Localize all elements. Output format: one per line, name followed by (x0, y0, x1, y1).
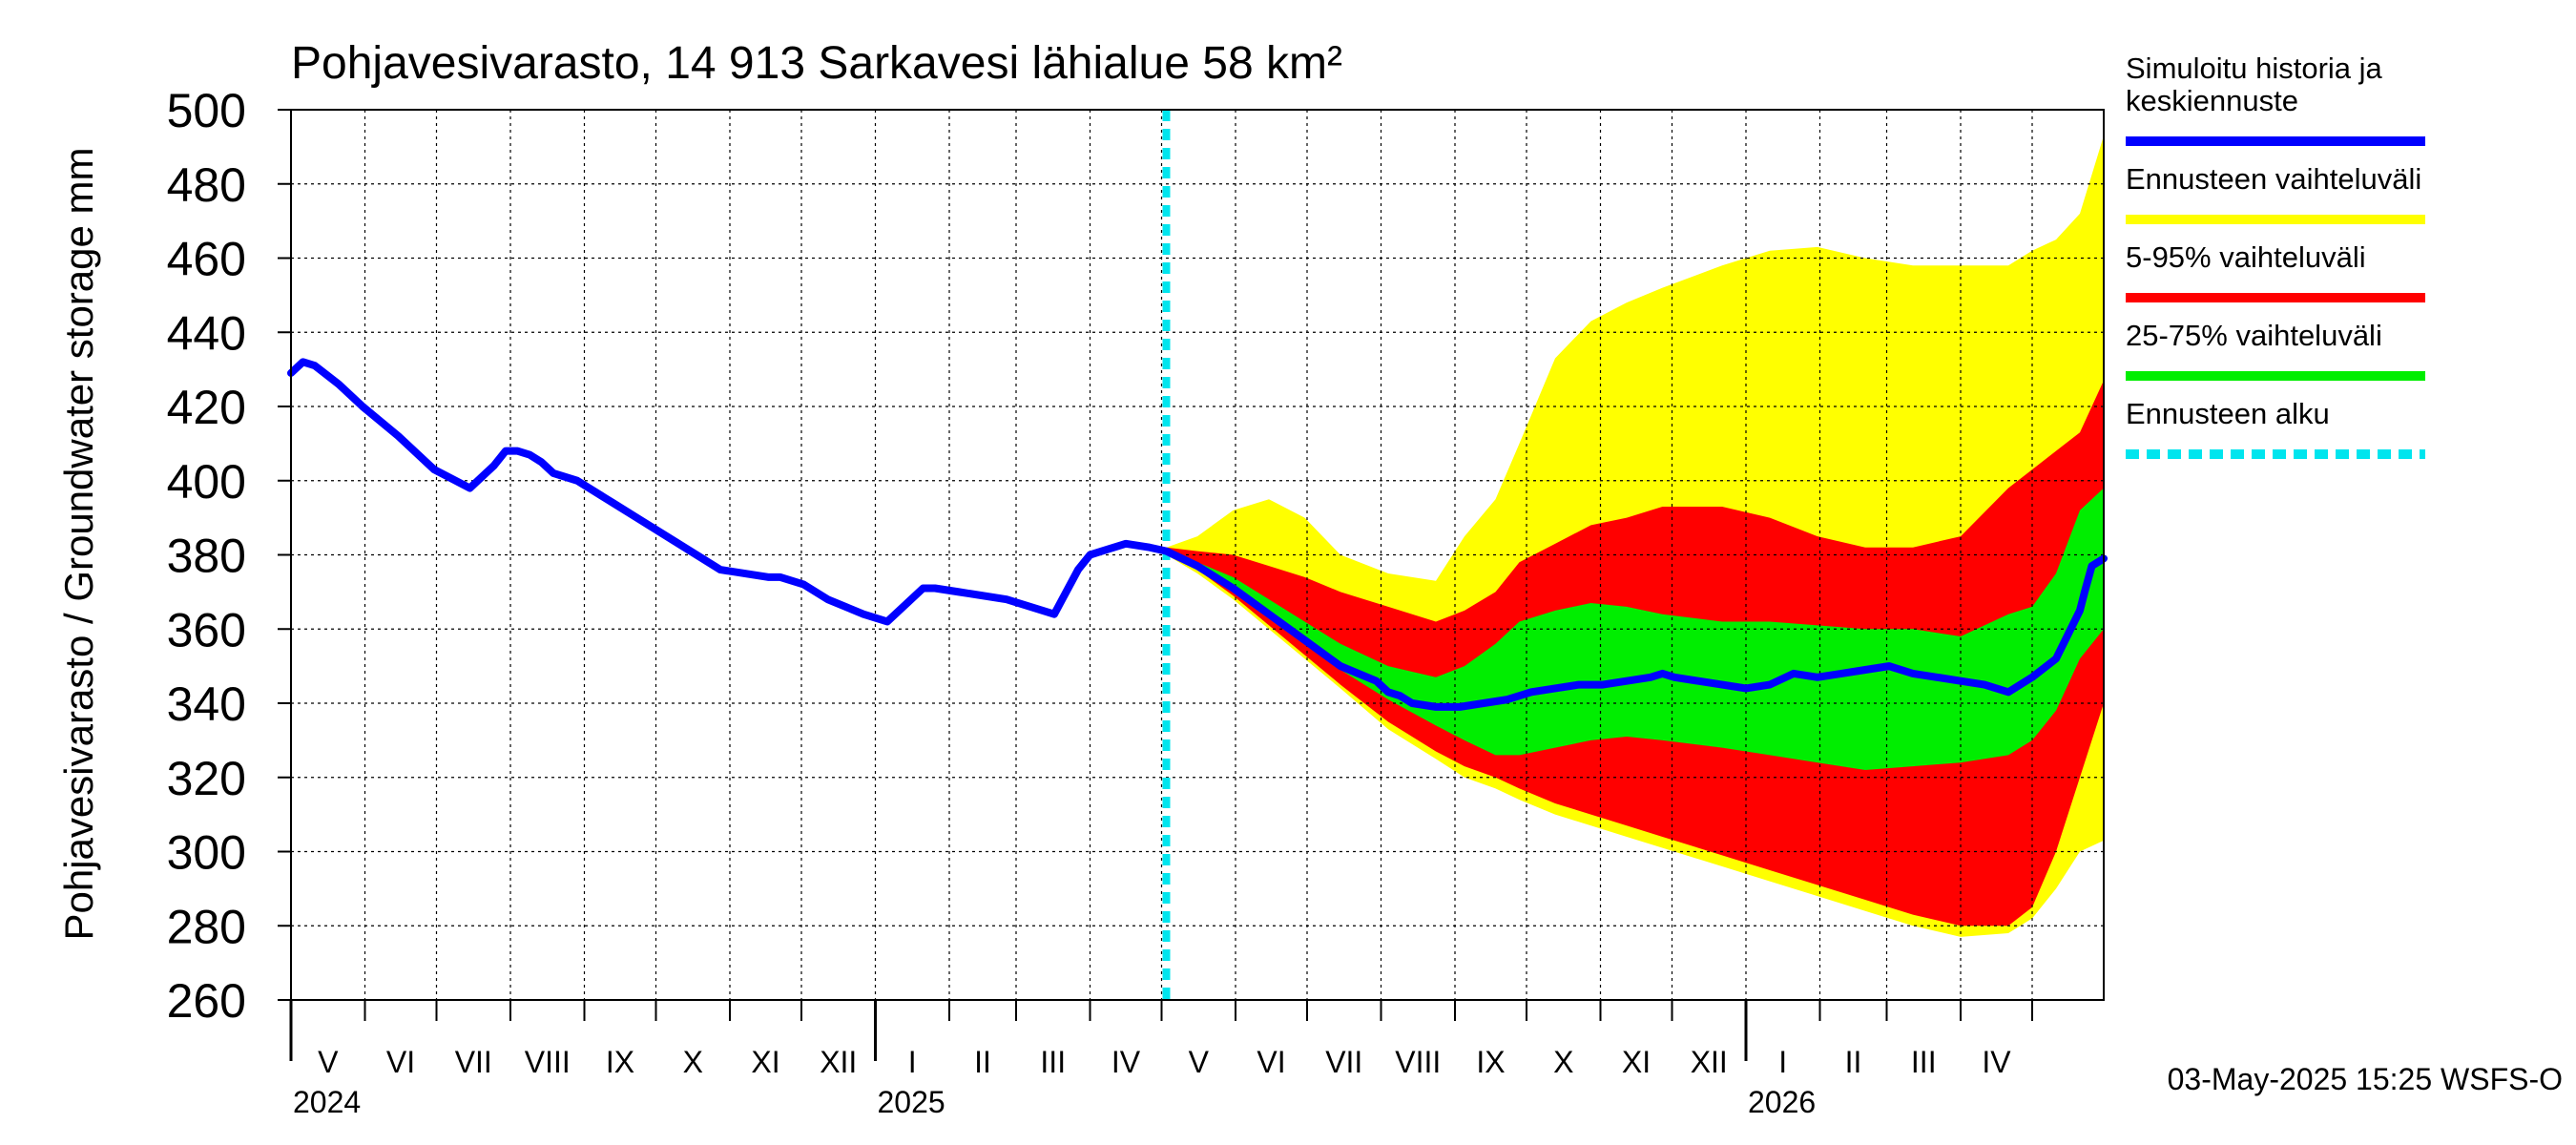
y-axis: 260 280 300 320 340 360 380 400 420 440 460 480 500 (167, 84, 291, 1028)
month-label-15: VIII (1395, 1045, 1441, 1079)
y-tick-label-2: 300 (167, 826, 246, 880)
month-label-3: VIII (525, 1045, 571, 1079)
legend-label-4-0: Ennusteen alku (2126, 397, 2330, 430)
month-label-1: VI (386, 1045, 415, 1079)
month-label-23: IV (1982, 1045, 2011, 1079)
y-tick-label-6: 380 (167, 530, 246, 583)
month-label-11: IV (1111, 1045, 1141, 1079)
month-label-18: XI (1622, 1045, 1651, 1079)
legend-label-0-1: keskiennuste (2126, 84, 2298, 117)
y-tick-label-11: 480 (167, 158, 246, 212)
x-axis: V VI VII VIII IX X XI XII I II III IV V VI VII VIII IX X X… (289, 1000, 2033, 1119)
y-tick-label-4: 340 (167, 677, 246, 731)
legend-label-3-0: 25-75% vaihteluväli (2126, 319, 2382, 352)
month-label-22: III (1911, 1045, 1937, 1079)
legend-label-2-0: 5-95% vaihteluväli (2126, 240, 2366, 274)
y-tick-label-10: 460 (167, 233, 246, 286)
y-tick-label-0: 260 (167, 974, 246, 1028)
year-label-2: 2026 (1748, 1085, 1816, 1119)
month-label-14: VII (1325, 1045, 1362, 1079)
year-label-1: 2025 (878, 1085, 945, 1119)
month-label-17: X (1553, 1045, 1573, 1079)
month-label-7: XII (820, 1045, 857, 1079)
chart-title: Pohjavesivarasto, 14 913 Sarkavesi lähia… (291, 38, 1342, 89)
month-label-6: XI (751, 1045, 779, 1079)
month-label-8: I (908, 1045, 917, 1079)
y-tick-label-3: 320 (167, 752, 246, 805)
y-tick-label-9: 440 (167, 306, 246, 360)
month-label-12: V (1189, 1045, 1210, 1079)
month-label-16: IX (1476, 1045, 1505, 1079)
year-label-0: 2024 (293, 1085, 361, 1119)
grid-lines (291, 110, 2104, 1000)
month-label-5: X (683, 1045, 703, 1079)
month-label-9: II (974, 1045, 991, 1079)
y-axis-label: Pohjavesivarasto / Groundwater storage m… (56, 147, 101, 940)
y-tick-label-8: 420 (167, 381, 246, 434)
y-tick-label-7: 400 (167, 455, 246, 509)
month-label-4: IX (606, 1045, 634, 1079)
month-label-10: III (1040, 1045, 1066, 1079)
y-tick-label-1: 280 (167, 900, 246, 953)
series-lines (287, 358, 2108, 711)
timestamp-label: 03-May-2025 15:25 WSFS-O (2168, 1062, 2563, 1096)
legend-label-0-0: Simuloitu historia ja (2126, 52, 2383, 85)
month-label-20: I (1778, 1045, 1787, 1079)
month-label-13: VI (1257, 1045, 1285, 1079)
y-tick-label-12: 500 (167, 84, 246, 137)
month-label-21: II (1845, 1045, 1862, 1079)
month-label-2: VII (455, 1045, 492, 1079)
month-label-19: XII (1691, 1045, 1728, 1079)
series-line-0 (287, 358, 2108, 711)
y-tick-label-5: 360 (167, 603, 246, 656)
legend-label-1-0: Ennusteen vaihteluväli (2126, 162, 2421, 196)
forecast-bands (1166, 135, 2104, 937)
month-label-0: V (318, 1045, 339, 1079)
